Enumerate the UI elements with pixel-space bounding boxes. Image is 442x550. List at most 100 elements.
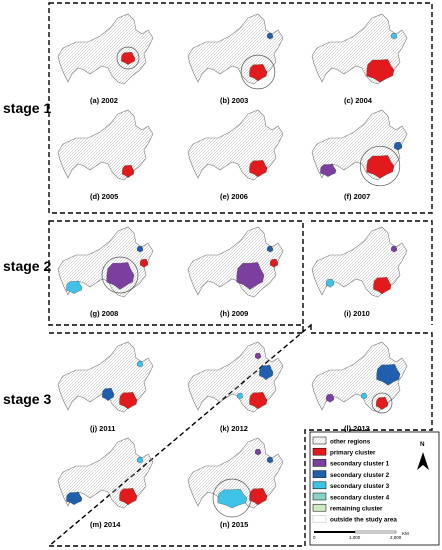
map-panel-3: (c) 2004 <box>311 13 408 105</box>
secondary-2-cluster-area <box>66 492 83 505</box>
primary-cluster-area <box>249 64 268 82</box>
secondary-2-cluster-area <box>394 141 403 151</box>
panel-caption: (n) 2015 <box>220 520 248 529</box>
primary-cluster-area <box>119 488 138 506</box>
map-panel-6: (f) 2007 <box>311 109 408 201</box>
primary-cluster-area <box>366 59 395 83</box>
primary-cluster-area <box>121 52 136 65</box>
panel-caption: (h) 2009 <box>220 309 248 318</box>
secondary-3-cluster-area <box>237 392 244 400</box>
legend-label-secondary-2: secondary cluster 2 <box>330 472 390 479</box>
scale-label-0: 0 <box>313 535 316 540</box>
study-area-map <box>187 109 284 181</box>
secondary-2-cluster-area <box>267 32 274 40</box>
scale-unit: KM <box>402 531 409 536</box>
secondary-2-cluster-area <box>137 245 144 253</box>
secondary-1-cluster-area <box>255 448 262 456</box>
legend: other regions primary cluster secondary cl… <box>309 431 440 546</box>
secondary-1-cluster-area <box>255 352 262 360</box>
legend-swatch-secondary-4 <box>312 492 327 501</box>
primary-cluster-area <box>373 277 392 295</box>
secondary-1-cluster-area <box>391 245 398 253</box>
panel-caption: (g) 2008 <box>90 309 118 318</box>
stage3-box <box>47 323 433 547</box>
map-panels: (a) 2002 (b) 2003 (c) 2004 (d) 2005 (e) 2006… <box>57 13 408 529</box>
panel-caption: (c) 2004 <box>344 96 373 105</box>
cluster-circle <box>212 478 252 518</box>
study-area-map <box>187 226 284 298</box>
stage1-box <box>48 2 433 214</box>
primary-cluster-area <box>249 392 268 410</box>
secondary-3-cluster-area <box>137 456 144 464</box>
scale-label-2000: 2,000 <box>390 535 402 540</box>
map-panel-5: (e) 2006 <box>187 109 284 201</box>
panel-caption: (i) 2010 <box>344 309 370 318</box>
cluster-circle <box>116 46 140 70</box>
secondary-3-cluster-area <box>137 360 144 368</box>
study-area-map <box>57 109 154 181</box>
map-panel-1: (a) 2002 <box>57 13 154 105</box>
secondary-3-cluster-area <box>326 278 335 288</box>
secondary-3-cluster-area <box>361 392 368 400</box>
scale-label-1000: 1,000 <box>349 535 361 540</box>
stage-label-1: stage 1 <box>3 100 51 116</box>
map-panel-12: (l) 2013 <box>311 341 408 433</box>
study-area-map <box>57 341 154 413</box>
map-panel-13: (m) 2014 <box>57 437 154 529</box>
panel-caption: (b) 2003 <box>220 96 248 105</box>
legend-label-remaining: remaining cluster <box>330 506 383 513</box>
secondary-3-cluster-area <box>391 32 398 40</box>
secondary-1-cluster-area <box>320 164 337 177</box>
scale-bar: 0 1,000 2,000 KM <box>313 530 409 540</box>
panel-caption: (l) 2013 <box>344 424 370 433</box>
legend-swatch-outside <box>312 515 327 523</box>
map-panel-11: (k) 2012 <box>187 341 284 433</box>
secondary-3-cluster-area <box>217 489 248 509</box>
secondary-2-cluster-area <box>267 245 274 253</box>
north-label: N <box>420 441 425 448</box>
cluster-circle <box>101 256 139 294</box>
study-area-map <box>57 13 154 85</box>
map-panel-7: (g) 2008 <box>57 226 154 318</box>
primary-cluster-area <box>119 392 138 410</box>
panel-caption: (j) 2011 <box>90 424 115 433</box>
secondary-1-cluster-area <box>326 393 335 403</box>
panel-caption: (e) 2006 <box>220 192 248 201</box>
secondary-2-cluster-area <box>259 365 274 380</box>
legend-swatch-secondary-2 <box>312 470 327 478</box>
primary-cluster-area <box>249 488 268 506</box>
study-area-map <box>187 13 284 85</box>
legend-label-secondary-3: secondary cluster 3 <box>330 483 390 490</box>
panel-caption: (k) 2012 <box>220 424 248 433</box>
north-arrow: N <box>417 441 429 470</box>
legend-label-secondary-1: secondary cluster 1 <box>330 461 390 468</box>
stage2-box <box>48 220 304 326</box>
legend-label-primary: primary cluster <box>330 450 376 457</box>
legend-label-other: other regions <box>330 438 371 445</box>
primary-cluster-area <box>366 155 395 179</box>
secondary-2-cluster-area <box>376 364 401 386</box>
secondary-2-cluster-area <box>102 388 115 401</box>
primary-cluster-area <box>376 397 389 410</box>
secondary-1-cluster-area <box>106 262 135 290</box>
secondary-3-cluster-area <box>66 281 83 294</box>
panel-caption: (d) 2005 <box>90 192 118 201</box>
secondary-1-cluster-area <box>236 262 265 290</box>
north-arrow-icon <box>417 452 429 470</box>
cluster-circle <box>371 392 393 414</box>
legend-swatch-secondary-3 <box>312 481 327 490</box>
legend-swatch-other <box>312 436 327 445</box>
panel-caption: (f) 2007 <box>344 192 370 201</box>
primary-cluster-area <box>122 165 135 178</box>
primary-cluster-area <box>140 258 149 268</box>
secondary-2-cluster-area <box>267 456 274 464</box>
map-panel-10: (j) 2011 <box>57 341 154 433</box>
legend-label-secondary-4: secondary cluster 4 <box>330 494 390 501</box>
primary-cluster-area <box>270 258 279 268</box>
stage2-box-right <box>311 220 433 325</box>
legend-frame <box>309 431 440 546</box>
legend-swatch-primary <box>312 447 327 456</box>
cluster-circle <box>359 145 401 187</box>
stage-label-3: stage 3 <box>3 391 51 407</box>
